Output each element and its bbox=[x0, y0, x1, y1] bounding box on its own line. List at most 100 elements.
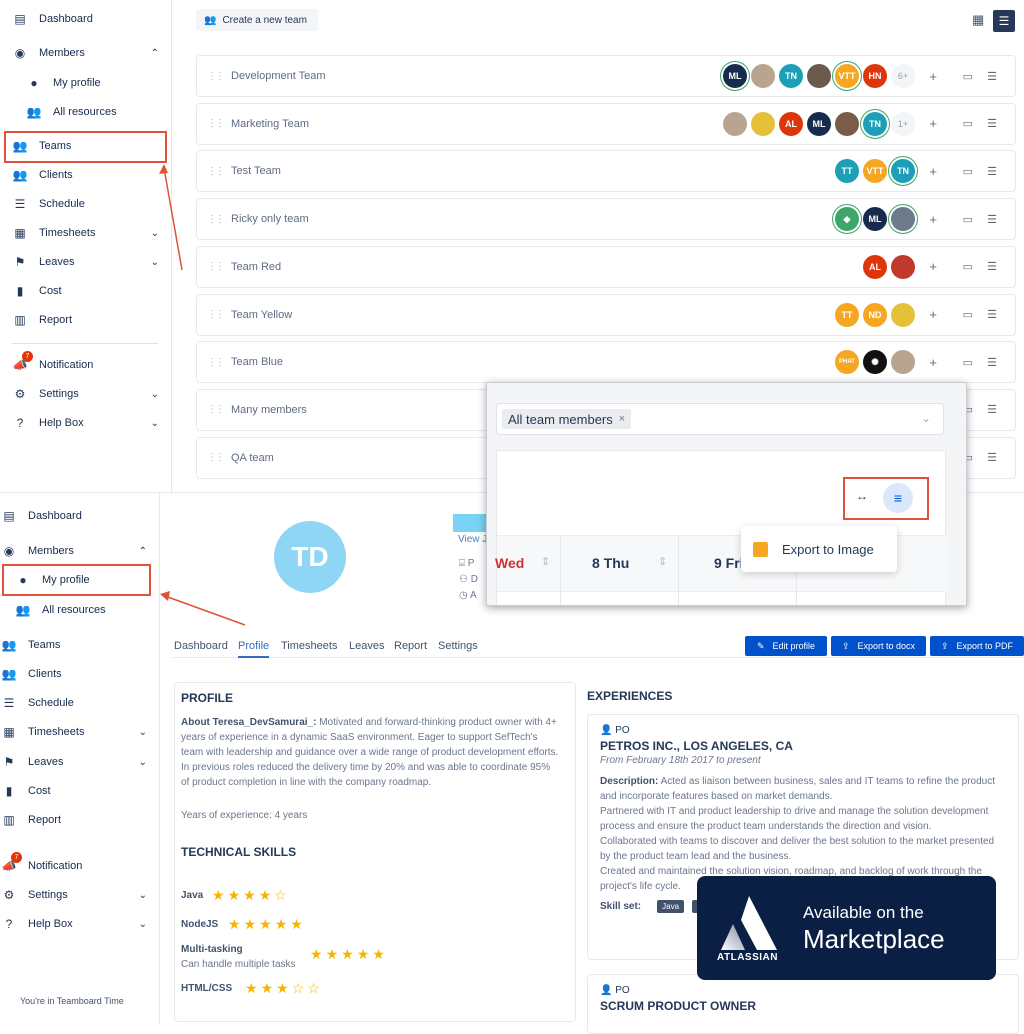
drag-handle-icon[interactable]: ⋮⋮ bbox=[207, 70, 225, 82]
member-avatar[interactable]: TT bbox=[835, 159, 859, 184]
atlassian-marketplace-badge[interactable]: ATLASSIAN Available on the Marketplace bbox=[697, 876, 996, 980]
table-view-icon[interactable]: ▭ bbox=[962, 261, 973, 274]
table-view-icon[interactable]: ▭ bbox=[962, 213, 973, 226]
sidebar-item-clients[interactable]: 👥 Clients bbox=[12, 168, 73, 182]
schedule-icon[interactable]: ☰ bbox=[987, 404, 997, 417]
member-avatar[interactable] bbox=[835, 111, 859, 136]
chevron-icon[interactable]: ⌃ bbox=[150, 47, 159, 59]
view-link[interactable]: View J bbox=[458, 534, 488, 545]
sidebar-item-help-box[interactable]: ? Help Box ⌄ bbox=[0, 911, 159, 937]
member-avatar[interactable]: ML bbox=[807, 111, 831, 136]
table-view-icon[interactable]: ▭ bbox=[962, 452, 973, 465]
drag-handle-icon[interactable]: ⋮⋮ bbox=[207, 213, 225, 225]
sidebar-item-notification[interactable]: 📣 7 Notification bbox=[1, 852, 83, 873]
team-row[interactable]: ⋮⋮ Test Team TT VTT TN + ▭ ☰ bbox=[196, 150, 1016, 193]
sidebar-item-teams[interactable]: 👥 Teams bbox=[1, 638, 61, 652]
member-avatar[interactable]: TN bbox=[779, 64, 803, 88]
schedule-icon[interactable]: ☰ bbox=[987, 165, 997, 178]
member-avatar[interactable]: ML bbox=[723, 64, 747, 88]
more-members-badge[interactable]: 6+ bbox=[891, 64, 915, 88]
member-avatar[interactable] bbox=[891, 207, 915, 232]
sidebar-item-cost[interactable]: ▮ Cost bbox=[0, 278, 171, 304]
member-avatar[interactable]: AL bbox=[779, 111, 803, 136]
sidebar-item-dashboard[interactable]: ▤ Dashboard bbox=[3, 509, 82, 523]
edit-profile-button[interactable]: ✎ Edit profile bbox=[745, 636, 827, 656]
add-member-icon[interactable]: + bbox=[929, 354, 937, 370]
add-member-icon[interactable]: + bbox=[929, 307, 937, 322]
member-avatar[interactable]: TT bbox=[835, 302, 859, 327]
sidebar-item-members[interactable]: ◉ Members ⌃ bbox=[3, 544, 147, 558]
chevron-down-icon[interactable]: ⌄ bbox=[920, 411, 931, 425]
sidebar-item-schedule[interactable]: ☰ Schedule bbox=[3, 696, 74, 710]
member-avatar[interactable]: AL bbox=[863, 254, 887, 279]
member-avatar[interactable]: VTT bbox=[863, 159, 887, 184]
drag-handle-icon[interactable]: ⋮⋮ bbox=[207, 165, 225, 177]
day-header[interactable]: Wed bbox=[495, 555, 525, 571]
sidebar-item-settings[interactable]: ⚙ Settings ⌄ bbox=[3, 888, 147, 902]
schedule-icon[interactable]: ☰ bbox=[987, 213, 997, 226]
add-member-icon[interactable]: + bbox=[929, 163, 937, 179]
member-avatar[interactable]: ◆ bbox=[835, 207, 859, 232]
day-header[interactable]: 8 Thu bbox=[592, 555, 630, 571]
sidebar-item-teams[interactable]: 👥 Teams bbox=[12, 139, 72, 153]
table-view-icon[interactable]: ▭ bbox=[962, 165, 973, 178]
member-avatar[interactable] bbox=[723, 111, 747, 136]
team-row[interactable]: ⋮⋮ Team Blue PHAT ✺ + ▭ ☰ bbox=[196, 341, 1016, 384]
member-avatar[interactable] bbox=[891, 350, 915, 375]
sidebar-item-notification[interactable]: 📣 7 Notification bbox=[12, 351, 94, 372]
member-avatar[interactable]: ND bbox=[863, 302, 887, 327]
sidebar-item-timesheets[interactable]: ▦ Timesheets ⌄ bbox=[3, 725, 147, 739]
table-view-icon[interactable]: ▭ bbox=[962, 309, 973, 321]
table-view-icon[interactable]: ▭ bbox=[962, 70, 973, 83]
add-member-icon[interactable]: + bbox=[929, 68, 937, 84]
export-pdf-button[interactable]: ⇪ Export to PDF bbox=[930, 636, 1024, 656]
member-filter-select[interactable]: All team members × ⌄ bbox=[496, 403, 944, 435]
sidebar-item-my-profile[interactable]: ● My profile bbox=[0, 567, 159, 593]
member-avatar[interactable]: VTT bbox=[835, 64, 859, 88]
table-view-icon[interactable]: ▭ bbox=[962, 404, 973, 417]
member-avatar[interactable] bbox=[751, 64, 775, 88]
schedule-icon[interactable]: ☰ bbox=[987, 70, 997, 83]
drag-handle-icon[interactable]: ⋮⋮ bbox=[207, 261, 225, 273]
remove-chip-icon[interactable]: × bbox=[618, 413, 626, 425]
member-avatar[interactable] bbox=[891, 302, 915, 327]
member-avatar[interactable] bbox=[751, 111, 775, 136]
member-avatar[interactable] bbox=[891, 254, 915, 279]
team-row[interactable]: ⋮⋮ Team Red AL + ▭ ☰ bbox=[196, 245, 1016, 288]
chevron-icon[interactable]: ⌄ bbox=[138, 756, 147, 768]
schedule-icon[interactable]: ☰ bbox=[987, 356, 997, 369]
drag-handle-icon[interactable]: ⋮⋮ bbox=[207, 452, 225, 464]
chevron-icon[interactable]: ⌄ bbox=[138, 726, 147, 738]
sidebar-item-clients[interactable]: 👥 Clients bbox=[1, 667, 62, 681]
tab-leaves[interactable]: Leaves bbox=[349, 640, 385, 652]
member-avatar[interactable] bbox=[807, 64, 831, 88]
grid-view-button[interactable]: ▦ bbox=[972, 12, 985, 27]
chevron-icon[interactable]: ⌄ bbox=[138, 889, 147, 901]
drag-handle-icon[interactable]: ⋮⋮ bbox=[207, 309, 225, 320]
team-row[interactable]: ⋮⋮ Marketing Team AL ML TN 1+ + ▭ ☰ bbox=[196, 102, 1016, 145]
expand-icon[interactable]: ↔ bbox=[856, 489, 868, 503]
member-avatar[interactable]: PHAT bbox=[835, 350, 859, 375]
sidebar-item-leaves[interactable]: ⚑ Leaves ⌄ bbox=[3, 755, 147, 769]
sidebar-item-report[interactable]: ▥ Report bbox=[14, 313, 73, 327]
create-team-button[interactable]: 👥 Create a new team bbox=[196, 9, 318, 31]
sidebar-item-settings[interactable]: ⚙ Settings ⌄ bbox=[14, 387, 159, 401]
member-avatar[interactable]: ✺ bbox=[863, 350, 887, 375]
sidebar-item-all-resources[interactable]: 👥 All resources bbox=[15, 603, 106, 617]
tab-dashboard[interactable]: Dashboard bbox=[174, 640, 228, 652]
table-view-icon[interactable]: ▭ bbox=[962, 356, 973, 369]
menu-button[interactable]: ≡ bbox=[883, 483, 913, 513]
tab-settings[interactable]: Settings bbox=[438, 640, 478, 652]
member-avatar[interactable]: HN bbox=[863, 64, 887, 88]
team-row[interactable]: ⋮⋮ Team Yellow TT ND + ▭ ☰ bbox=[196, 293, 1016, 336]
sidebar-item-timesheets[interactable]: ▦ Timesheets ⌄ bbox=[14, 226, 159, 240]
add-member-icon[interactable]: + bbox=[929, 211, 937, 227]
drag-handle-icon[interactable]: ⋮⋮ bbox=[207, 118, 225, 130]
chevron-icon[interactable]: ⌄ bbox=[150, 417, 159, 429]
sidebar-item-all-resources[interactable]: 👥 All resources bbox=[26, 105, 117, 119]
member-avatar[interactable]: ML bbox=[863, 207, 887, 232]
schedule-icon[interactable]: ☰ bbox=[987, 118, 997, 131]
drag-handle-icon[interactable]: ⋮⋮ bbox=[207, 404, 225, 416]
drag-handle-icon[interactable]: ⋮⋮ bbox=[207, 356, 225, 368]
sidebar-item-dashboard[interactable]: ▤ Dashboard bbox=[14, 12, 93, 26]
